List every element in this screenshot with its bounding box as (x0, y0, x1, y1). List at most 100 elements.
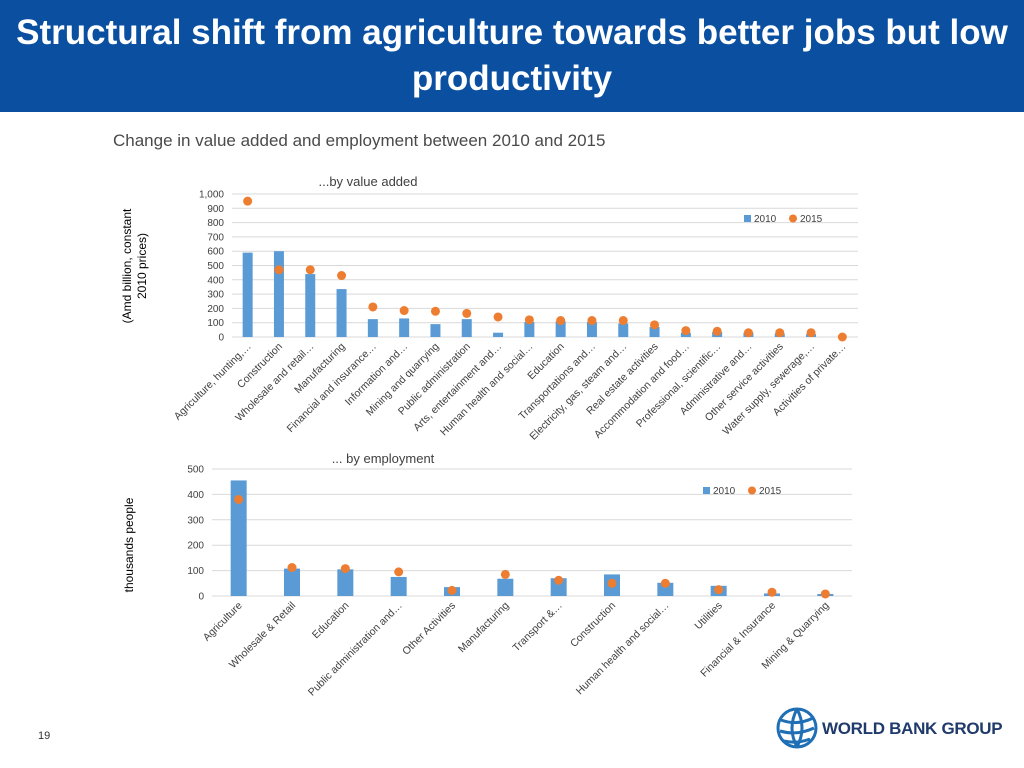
dot-2015 (340, 564, 350, 574)
dot-2015 (556, 316, 566, 326)
y-tick-label: 400 (207, 275, 224, 286)
x-tick-label: Agriculture (201, 600, 245, 644)
y-tick-label: 1,000 (199, 190, 224, 201)
y-tick-label: 600 (207, 247, 224, 258)
dot-2015 (430, 306, 440, 316)
dot-2015 (806, 328, 816, 338)
bar-2010 (367, 319, 378, 337)
dot-2015 (394, 567, 404, 577)
x-tick-label: Public administration and… (306, 600, 405, 699)
chart-title: ... by employment (332, 451, 435, 466)
logo (775, 706, 819, 755)
y-tick-label: 300 (207, 290, 224, 301)
legend-swatch-2015 (748, 486, 756, 495)
y-tick-label: 500 (207, 261, 224, 272)
bar-2010 (618, 323, 629, 337)
bar-2010 (657, 582, 674, 596)
legend-label-2010: 2010 (754, 214, 777, 225)
bar-2010 (493, 332, 504, 337)
bar-2010 (284, 568, 300, 596)
dot-2015 (775, 328, 785, 338)
legend-label-2015: 2015 (800, 214, 823, 225)
y-tick-label: 0 (198, 592, 204, 603)
legend-swatch-2010 (703, 487, 710, 494)
dot-2015 (767, 587, 777, 597)
y-tick-label: 200 (187, 541, 204, 552)
x-tick-label: Human health and social… (574, 600, 672, 698)
y-tick-label: 0 (218, 333, 224, 344)
bar-2010 (430, 324, 441, 337)
dot-2015 (837, 332, 847, 342)
bar-2010 (242, 252, 253, 337)
y-tick-label: 300 (187, 515, 204, 526)
dot-2015 (743, 328, 753, 338)
dot-2015 (399, 306, 409, 316)
dot-2015 (500, 569, 510, 579)
x-tick-label: Other Activities (400, 600, 458, 658)
header-banner: Structural shift from agriculture toward… (0, 0, 1024, 112)
dot-2015 (712, 326, 722, 336)
dot-2015 (274, 265, 284, 275)
dot-2015 (234, 494, 244, 504)
dot-2015 (493, 312, 503, 322)
bar-2010 (399, 318, 410, 337)
legend-swatch-2010 (744, 215, 751, 222)
bar-2010 (550, 578, 567, 596)
dot-2015 (660, 578, 670, 588)
dot-2015 (524, 315, 534, 325)
bar-2010 (305, 274, 316, 337)
bar-2010 (649, 326, 660, 337)
y-tick-label: 500 (187, 465, 204, 476)
dot-2015 (462, 308, 472, 318)
dot-2015 (447, 585, 457, 595)
legend-swatch-2015 (789, 214, 797, 223)
y-tick-label: 900 (207, 204, 224, 215)
bar-2010 (337, 569, 354, 596)
x-tick-label: Construction (568, 600, 618, 650)
bar-2010 (230, 480, 247, 596)
y-tick-label: 800 (207, 218, 224, 229)
dot-2015 (305, 265, 315, 275)
page-number: 19 (38, 730, 51, 742)
chart-subtitle: Change in value added and employment bet… (113, 131, 606, 150)
dot-2015 (607, 578, 617, 588)
dot-2015 (587, 316, 597, 326)
page-title: Structural shift from agriculture toward… (16, 13, 1008, 98)
bar-2010 (461, 319, 472, 337)
y-axis-label: thousands people (122, 497, 136, 592)
dot-2015 (337, 271, 347, 281)
x-tick-label: Utilities (692, 600, 724, 632)
bar-2010 (273, 251, 284, 337)
bar-2010 (555, 321, 566, 337)
dot-2015 (820, 589, 830, 599)
dot-2015 (243, 196, 253, 206)
logo-text: WORLD BANK GROUP (822, 719, 1003, 738)
dot-2015 (714, 585, 724, 595)
value-added-chart: ...by value added 0 100 200 300 400 500 600 700 8… (120, 174, 858, 443)
y-axis-label: (Amd billion, constant2010 prices) (120, 208, 149, 323)
dot-2015 (618, 316, 628, 326)
dot-2015 (368, 302, 378, 312)
x-tick-label: Manufacturing (456, 600, 512, 656)
bar-2010 (497, 578, 514, 596)
y-tick-label: 700 (207, 232, 224, 243)
y-tick-label: 200 (207, 304, 224, 315)
x-tick-label: Transport &… (510, 600, 564, 654)
employment-chart: ... by employment 0 100 200 300 400 500 thousan… (122, 451, 852, 699)
y-tick-label: 400 (187, 490, 204, 501)
y-tick-label: 100 (207, 318, 224, 329)
x-tick-label: Education (310, 600, 352, 642)
globe-icon (776, 707, 818, 749)
bar-2010 (390, 576, 407, 596)
dot-2015 (554, 575, 564, 585)
chart-title: ...by value added (318, 174, 417, 189)
bar-2010 (586, 321, 597, 337)
y-tick-label: 100 (187, 566, 204, 577)
dot-2015 (287, 563, 297, 573)
dot-2015 (650, 320, 660, 330)
dot-2015 (681, 326, 691, 336)
bar-2010 (524, 321, 535, 337)
legend-label-2015: 2015 (759, 486, 782, 497)
bar-2010 (336, 289, 347, 337)
legend-label-2010: 2010 (713, 486, 736, 497)
